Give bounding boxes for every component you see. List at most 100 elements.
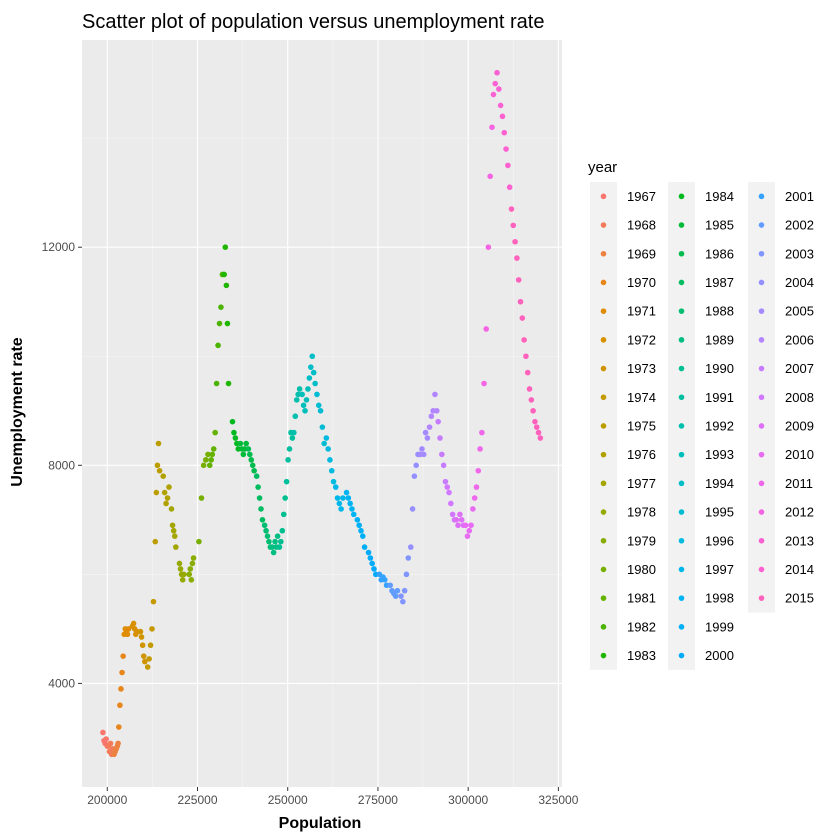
data-point-1977 [171,533,178,539]
data-point-2009 [457,511,463,518]
data-point-1979 [189,560,196,567]
data-point-1986 [245,446,252,452]
data-point-2015 [517,298,524,305]
legend-label-1968: 1968 [627,218,656,233]
legend-key-1996 [678,537,685,544]
data-point-2000 [369,560,375,567]
legend-label-1994: 1994 [705,476,734,491]
data-point-2001 [381,577,388,583]
data-point-1975 [153,489,160,496]
legend-key-1980 [600,566,607,573]
data-point-1999 [354,517,361,523]
data-point-1987 [256,495,263,501]
data-point-1983 [221,271,227,278]
data-point-2012 [483,326,490,332]
data-point-2002 [394,587,401,594]
minor-grid [82,40,562,787]
legend-label-2006: 2006 [785,332,814,347]
legend-key-2002 [758,222,765,228]
legend-label-1995: 1995 [705,505,734,520]
data-point-1989 [274,533,281,539]
legend-key-2001 [758,193,765,200]
data-point-1986 [247,451,253,458]
legend-key-1971 [600,308,607,314]
legend-label-1990: 1990 [705,361,734,376]
data-point-1991 [286,446,293,452]
legend-label-1969: 1969 [627,246,656,261]
legend-label-1978: 1978 [627,505,656,520]
x-tick-label: 200000 [87,793,127,807]
legend-key-1993 [678,451,685,458]
data-point-2015 [524,369,531,376]
data-point-1998 [350,511,357,518]
legend-key-1973 [600,365,607,372]
legend-key-1984 [678,193,685,200]
data-point-1993 [302,407,308,414]
data-point-2000 [371,566,377,572]
data-point-1990 [278,538,284,545]
data-point-1977 [169,522,176,529]
data-point-2004 [407,544,414,550]
data-point-1993 [300,402,307,409]
data-point-1996 [328,467,335,474]
legend-key-2006 [758,337,765,343]
data-point-1995 [319,424,326,430]
data-point-1974 [149,626,155,632]
data-point-1994 [310,369,317,376]
data-point-1998 [343,489,350,496]
data-point-2015 [514,255,520,261]
y-tick-label: 12000 [42,240,76,254]
legend-key-1987 [678,279,685,286]
legend-key-1968 [600,222,607,228]
data-point-1978 [177,566,184,572]
data-point-2010 [464,533,471,539]
data-point-1984 [231,429,237,436]
data-point-2008 [446,489,452,496]
legend-label-2008: 2008 [785,390,814,405]
data-point-2010 [462,522,469,529]
legend-key-1974 [600,394,607,401]
data-point-1989 [269,544,275,550]
data-point-2014 [501,129,508,136]
data-point-2015 [532,418,538,425]
data-point-1999 [356,522,362,529]
legend-key-1986 [678,250,685,257]
data-point-2013 [490,91,497,98]
data-point-1980 [205,451,211,458]
data-point-2007 [442,478,449,485]
data-point-1987 [258,506,264,512]
data-point-2007 [440,462,447,469]
data-point-1995 [317,407,324,414]
data-point-1996 [325,446,331,452]
legend-label-1983: 1983 [627,648,656,663]
data-point-1981 [208,457,215,463]
data-point-2011 [477,446,483,452]
major-grid [82,40,562,787]
data-point-1974 [146,656,152,662]
data-point-2005 [419,446,425,452]
data-point-1999 [358,527,364,534]
legend-label-2007: 2007 [785,361,814,376]
data-point-2003 [401,587,408,594]
legend-key-2012 [758,509,765,515]
legend-key-1991 [678,394,685,401]
legend-label-1971: 1971 [627,304,656,319]
data-point-1976 [163,500,169,507]
data-point-1993 [303,397,310,403]
data-point-1981 [206,462,213,469]
data-point-2014 [506,184,513,191]
data-point-2013 [496,86,502,92]
data-point-1974 [147,642,154,649]
data-point-1967 [103,736,109,742]
legend-key-1970 [600,279,607,286]
data-point-1992 [293,397,300,403]
data-point-1992 [292,413,299,420]
data-point-2015 [510,222,517,229]
data-point-1970 [120,653,126,659]
x-tick-label: 250000 [268,793,308,807]
data-point-1992 [291,429,297,436]
legend: 1967 1968 1969 1970 1971 1972 1973 1974 1975 1976… [590,182,814,670]
data-point-2015 [533,424,540,430]
legend-key-2014 [758,566,765,573]
data-point-1990 [279,527,286,534]
